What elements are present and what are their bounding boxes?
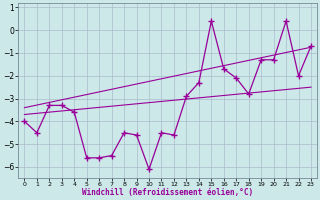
X-axis label: Windchill (Refroidissement éolien,°C): Windchill (Refroidissement éolien,°C) (82, 188, 253, 197)
